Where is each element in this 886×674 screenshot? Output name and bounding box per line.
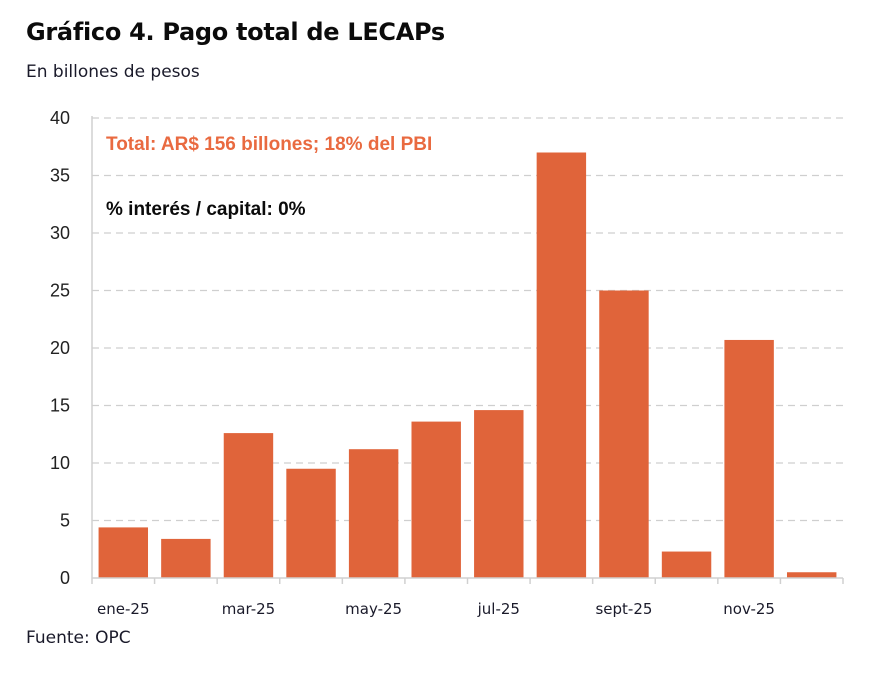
bars bbox=[98, 152, 837, 578]
bar-ago-25 bbox=[536, 152, 587, 578]
gridlines bbox=[91, 116, 843, 578]
y-tick-label: 5 bbox=[60, 511, 70, 531]
x-axis-tick-labels: ene-25 mar-25 may-25 jul-25 sept-25 nov-25 bbox=[97, 600, 775, 618]
bar-ene-25 bbox=[98, 527, 149, 578]
x-tick-label: sept-25 bbox=[595, 600, 652, 618]
x-tick-label: jul-25 bbox=[477, 600, 520, 618]
x-tick-label: mar-25 bbox=[222, 600, 276, 618]
bar-feb-25 bbox=[161, 538, 211, 578]
chart-subtitle: En billones de pesos bbox=[26, 62, 200, 82]
bar-sept-25 bbox=[599, 290, 649, 578]
source-note: Fuente: OPC bbox=[26, 628, 131, 648]
chart-title: Gráfico 4. Pago total de LECAPs bbox=[26, 18, 445, 46]
bar-jul-25 bbox=[474, 410, 524, 578]
y-tick-label: 10 bbox=[50, 453, 70, 473]
bar-mar-25 bbox=[223, 433, 274, 578]
x-axis bbox=[91, 577, 844, 584]
bar-nov-25 bbox=[724, 339, 774, 578]
bar-jun-25 bbox=[411, 421, 461, 578]
y-axis-ticks: 0 5 10 15 20 25 30 35 40 bbox=[50, 108, 70, 588]
y-tick-label: 40 bbox=[50, 108, 70, 128]
annotation-total: Total: AR$ 156 billones; 18% del PBI bbox=[106, 134, 432, 155]
y-tick-label: 30 bbox=[50, 223, 70, 243]
annotation-interest-ratio: % interés / capital: 0% bbox=[106, 199, 306, 220]
y-tick-label: 15 bbox=[50, 396, 70, 416]
x-tick-label: nov-25 bbox=[723, 600, 775, 618]
x-tick-label: ene-25 bbox=[97, 600, 149, 618]
bar-dic-25 bbox=[786, 572, 837, 578]
y-tick-label: 20 bbox=[50, 338, 70, 358]
y-tick-label: 0 bbox=[60, 568, 70, 588]
x-tick-label: may-25 bbox=[345, 600, 402, 618]
y-tick-label: 25 bbox=[50, 281, 70, 301]
bar-may-25 bbox=[348, 449, 399, 578]
bar-abr-25 bbox=[286, 468, 336, 578]
y-tick-label: 35 bbox=[50, 166, 70, 186]
bar-oct-25 bbox=[661, 551, 712, 578]
